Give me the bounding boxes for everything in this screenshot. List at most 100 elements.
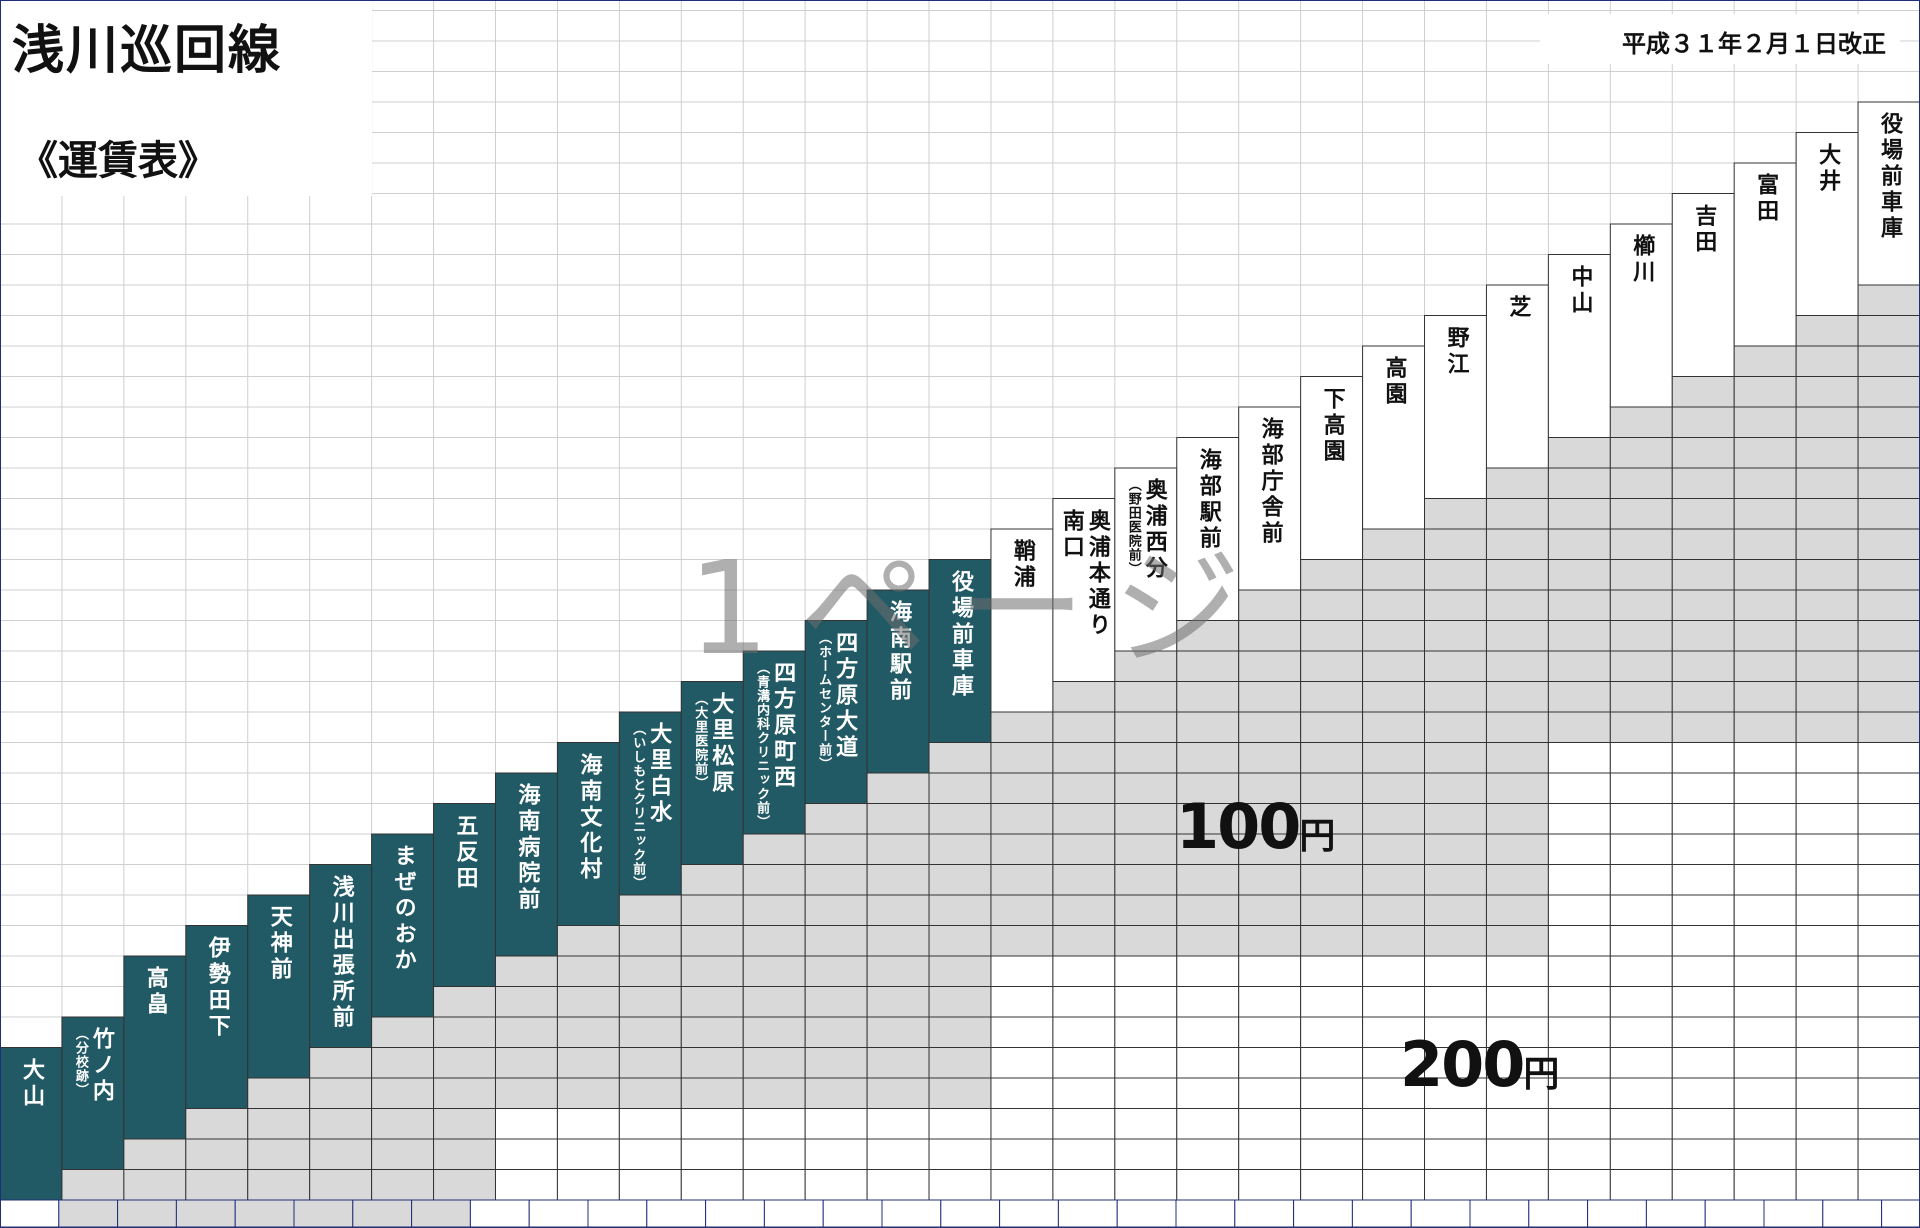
fare-cell	[1362, 955, 1426, 987]
fare-cell	[1485, 772, 1549, 804]
fare-cell	[1485, 559, 1549, 591]
fare-cell	[742, 1016, 806, 1048]
fare-cell	[309, 1047, 373, 1079]
fare-cell	[680, 1047, 744, 1079]
fare-cell	[556, 1016, 620, 1048]
fare-cell	[1671, 376, 1735, 408]
station-name-line: 野江	[1443, 325, 1469, 378]
fare-cell	[1424, 1169, 1487, 1201]
fare-cell	[1857, 315, 1920, 347]
fare-amount: 100	[1176, 790, 1301, 863]
fare-cell	[1547, 833, 1611, 865]
strip-cell	[763, 1199, 824, 1228]
station-header-box	[1857, 101, 1920, 286]
fare-cell	[1733, 1169, 1797, 1201]
fare-cell	[1052, 833, 1116, 865]
fare-cell	[1733, 1047, 1797, 1079]
fare-cell	[247, 1138, 311, 1170]
station-name-line: 大井	[1815, 142, 1841, 195]
station-header-box	[928, 559, 992, 743]
fare-cell	[1114, 772, 1178, 804]
fare-cell	[1424, 864, 1487, 896]
station-header-box	[309, 864, 373, 1048]
fare-cell	[309, 1077, 373, 1109]
fare-cell	[1485, 528, 1549, 560]
fare-cell	[1733, 986, 1797, 1018]
fare-cell	[1238, 742, 1302, 774]
fare-cell	[866, 1016, 930, 1048]
fare-cell	[1671, 498, 1735, 530]
fare-cell	[1795, 864, 1859, 896]
fare-cell	[1671, 772, 1735, 804]
station-name-line: 海部庁舎前	[1257, 417, 1283, 547]
station-name: 浅川出張所前	[328, 875, 354, 1048]
fare-cell	[1424, 1138, 1487, 1170]
fare-cell	[804, 1047, 868, 1079]
fare-cell	[1300, 833, 1364, 865]
fare-cell	[618, 1077, 682, 1109]
station-header: 四方原町西 （青溝内科クリニック前）	[743, 651, 805, 834]
fare-cell	[1424, 742, 1487, 774]
fare-cell	[990, 803, 1054, 835]
fare-cell	[1733, 345, 1797, 377]
fare-cell	[990, 742, 1054, 774]
fare-cell	[1362, 986, 1426, 1018]
station-name: 野江	[1442, 326, 1468, 499]
fare-cell	[1671, 986, 1735, 1018]
station-name-line: 海部駅前	[1195, 447, 1221, 552]
fare-cell	[1857, 681, 1920, 713]
fare-cell	[1733, 559, 1797, 591]
station-name-line: 大里白水	[646, 722, 672, 826]
fare-cell	[494, 1016, 558, 1048]
fare-cell	[1176, 1169, 1240, 1201]
fare-cell	[1238, 986, 1302, 1018]
fare-cell	[1424, 681, 1487, 713]
fare-cell	[1424, 711, 1487, 743]
fare-cell	[1238, 1077, 1302, 1109]
fare-cell	[1733, 528, 1797, 560]
fare-cell	[1176, 650, 1240, 682]
fare-cell	[1176, 1108, 1240, 1140]
fare-cell	[1733, 711, 1797, 743]
fare-cell	[1609, 803, 1673, 835]
title-box	[0, 0, 372, 196]
fare-cell	[1733, 742, 1797, 774]
fare-cell	[1547, 528, 1611, 560]
fare-cell	[1857, 345, 1920, 377]
station-header: 富田	[1734, 163, 1796, 346]
fare-unit: 円	[1299, 816, 1336, 857]
fare-cell	[1114, 1077, 1178, 1109]
fare-cell	[371, 1077, 435, 1109]
fare-cell	[990, 833, 1054, 865]
fare-cell	[1114, 681, 1178, 713]
fare-cell	[1857, 1138, 1920, 1170]
fare-cell	[1362, 894, 1426, 926]
station-header-box	[1052, 498, 1116, 682]
fare-cell	[1114, 833, 1178, 865]
fare-cell	[1300, 559, 1364, 591]
fare-cell	[1609, 467, 1673, 499]
fare-cell	[1733, 620, 1797, 652]
fare-cell	[1485, 1169, 1549, 1201]
fare-cell	[928, 772, 992, 804]
fare-cell	[1671, 620, 1735, 652]
fare-cell	[1671, 1077, 1735, 1109]
fare-cell	[1733, 376, 1797, 408]
fare-cell	[1485, 681, 1549, 713]
fare-cell	[494, 1108, 558, 1140]
strip-cell	[117, 1199, 177, 1228]
fare-cell	[1300, 650, 1364, 682]
station-header: 四方原大道 （ホームセンター前）	[805, 621, 867, 804]
fare-cell	[556, 986, 620, 1018]
fare-cell	[1547, 772, 1611, 804]
fare-cell	[1857, 1047, 1920, 1079]
fare-cell	[618, 986, 682, 1018]
fare-label: 200円	[1400, 1028, 1559, 1101]
fare-cell	[1424, 498, 1487, 530]
station-header: 五反田	[434, 804, 496, 987]
fare-cell	[1300, 894, 1364, 926]
fare-cell	[1485, 833, 1549, 865]
fare-cell	[1052, 894, 1116, 926]
fare-cell	[1362, 559, 1426, 591]
station-header-box	[1733, 162, 1797, 347]
